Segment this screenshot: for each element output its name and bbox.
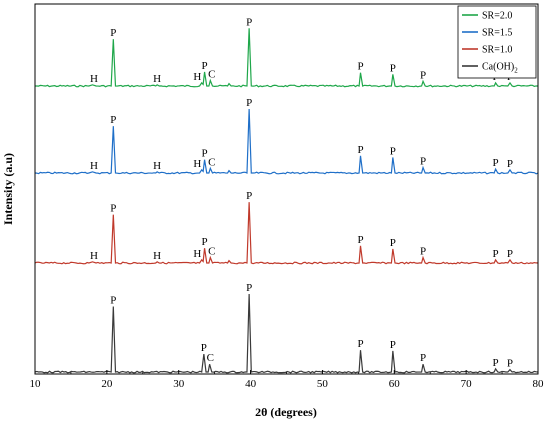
peak-label-sr-1-5-11: P <box>507 158 513 170</box>
peak-label-sr-1-0-10: P <box>493 248 499 260</box>
peak-label-sr-2-0-9: P <box>420 69 426 81</box>
peak-label-sr-1-0-5: C <box>208 246 215 258</box>
peak-label-ca-oh-0: P <box>110 294 116 306</box>
peak-label-sr-1-0-1: P <box>110 203 116 215</box>
x-tick-label: 40 <box>245 378 257 390</box>
peak-label-sr-2-0-8: P <box>390 62 396 74</box>
peak-label-ca-oh-5: P <box>390 339 396 351</box>
peak-label-sr-1-0-4: P <box>202 236 208 248</box>
peak-label-sr-2-0-0: H <box>90 73 98 85</box>
series-line-sr-1-0 <box>34 202 539 265</box>
x-tick-label: 30 <box>173 378 185 390</box>
x-tick-label: 80 <box>533 378 545 390</box>
peak-label-sr-1-5-10: P <box>493 157 499 169</box>
peak-label-sr-1-0-11: P <box>507 248 513 260</box>
peak-label-ca-oh-8: P <box>507 358 513 370</box>
peak-label-sr-1-0-7: P <box>357 234 363 246</box>
peak-label-ca-oh-7: P <box>493 357 499 369</box>
legend-label-sr-1-0: SR=1.0 <box>482 45 512 56</box>
peak-label-sr-1-5-4: P <box>202 148 208 160</box>
x-tick-label: 50 <box>317 378 329 390</box>
x-tick-label: 10 <box>30 378 42 390</box>
peak-label-ca-oh-1: P <box>201 342 207 354</box>
peak-label-sr-1-5-1: P <box>110 114 116 126</box>
peak-label-sr-1-5-9: P <box>420 156 426 168</box>
peak-label-sr-1-0-0: H <box>90 250 98 262</box>
peak-label-sr-1-5-6: P <box>246 97 252 109</box>
x-axis-title: 2θ (degrees) <box>255 405 317 419</box>
x-tick-label: 20 <box>101 378 113 390</box>
peak-label-sr-1-0-6: P <box>246 190 252 202</box>
peak-label-ca-oh-6: P <box>420 352 426 364</box>
peak-label-layer: HPHHPCPPPPPPHPHHPCPPPPPPHPHHPCPPPPPPPPCP… <box>90 16 513 369</box>
peak-label-sr-2-0-2: H <box>153 73 161 85</box>
peak-label-sr-2-0-6: P <box>246 16 252 28</box>
legend-label-sr-1-5: SR=1.5 <box>482 28 512 39</box>
peak-label-sr-1-5-5: C <box>208 156 215 168</box>
peak-label-sr-2-0-7: P <box>357 61 363 73</box>
y-axis-title: Intensity (a.u) <box>1 153 15 225</box>
peak-label-sr-1-5-2: H <box>153 160 161 172</box>
peak-label-ca-oh-3: P <box>246 282 252 294</box>
peak-label-sr-2-0-4: P <box>202 60 208 72</box>
peak-label-sr-2-0-3: H <box>193 71 201 83</box>
x-tick-label: 60 <box>389 378 401 390</box>
peak-label-sr-1-5-8: P <box>390 145 396 157</box>
legend-label-ca-oh: Ca(OH)2 <box>482 62 518 75</box>
legend: SR=2.0 SR=1.5 SR=1.0 Ca(OH)2 <box>457 5 537 79</box>
peak-label-sr-1-5-3: H <box>193 158 201 170</box>
peak-label-sr-1-0-8: P <box>390 237 396 249</box>
peak-label-sr-1-0-9: P <box>420 246 426 258</box>
peak-label-sr-2-0-1: P <box>110 27 116 39</box>
x-tick-label: 70 <box>461 378 473 390</box>
peak-label-sr-2-0-5: C <box>208 69 215 81</box>
series-line-sr-1-5 <box>34 109 539 175</box>
legend-label-sr-2-0: SR=2.0 <box>482 11 512 22</box>
peak-label-ca-oh-4: P <box>357 338 363 350</box>
peak-label-ca-oh-2: C <box>207 352 214 364</box>
peak-label-sr-1-5-0: H <box>90 160 98 172</box>
x-axis: 10 20 30 40 50 60 70 80 <box>30 370 545 390</box>
series-line-sr-2-0 <box>34 28 539 88</box>
peak-label-sr-1-0-3: H <box>193 248 201 260</box>
peak-label-sr-1-5-7: P <box>357 144 363 156</box>
peak-label-sr-1-0-2: H <box>153 250 161 262</box>
